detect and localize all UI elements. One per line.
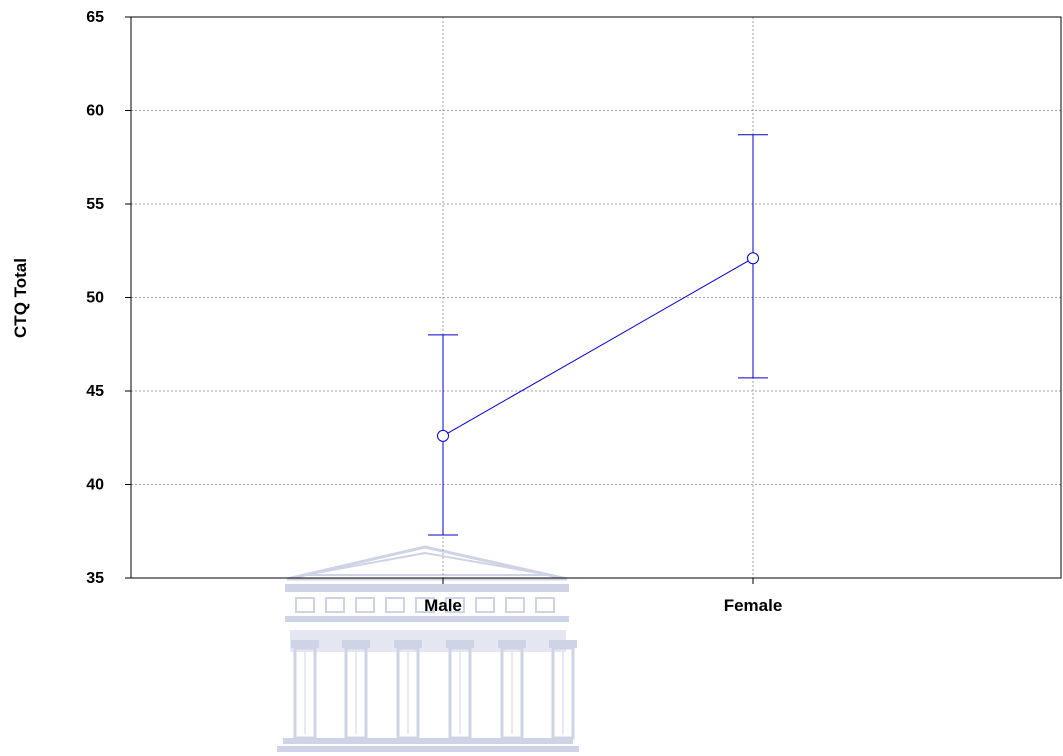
y-tick-label: 65: [86, 9, 104, 26]
y-tick-label: 40: [86, 477, 104, 494]
y-tick-label: 55: [86, 196, 104, 213]
x-tick-label: Female: [724, 596, 783, 615]
y-tick-label: 45: [86, 383, 104, 400]
mean-marker: [747, 252, 759, 265]
y-axis-label: CTQ Total: [11, 258, 30, 338]
watermark-column-capital: [342, 640, 370, 648]
watermark-pediment-inner: [304, 551, 551, 576]
watermark-base: [283, 738, 573, 744]
watermark-frieze-block: [505, 597, 525, 613]
x-axis-ticks: Male Female: [424, 578, 782, 615]
grid: [131, 17, 1061, 578]
watermark-pediment: [286, 545, 568, 581]
y-tick-label: 35: [86, 570, 104, 587]
series-line: [442, 257, 754, 437]
watermark-frieze-block: [325, 597, 345, 613]
watermark-column-capital: [446, 640, 474, 648]
data-marks: [428, 134, 768, 536]
mean-marker: [437, 429, 449, 442]
x-tick-label: Male: [424, 596, 462, 615]
watermark-column-capital: [498, 640, 526, 648]
watermark-cornice: [285, 584, 569, 592]
watermark-frieze-block: [415, 597, 435, 613]
watermark-step: [277, 746, 579, 752]
watermark-frieze-block: [475, 597, 495, 613]
watermark-frieze-block: [385, 597, 405, 613]
watermark-column-capital: [291, 640, 319, 648]
watermark-architrave: [285, 616, 569, 622]
watermark-frieze-block: [535, 597, 555, 613]
y-axis-ticks: 35 40 45 50 55 60 65: [86, 9, 131, 587]
watermark-frieze-block: [445, 597, 465, 613]
watermark-column-capital: [549, 640, 577, 648]
watermark-column-capital: [394, 640, 422, 648]
watermark-frieze-block: [295, 597, 315, 613]
university-building-watermark: [277, 545, 579, 752]
y-tick-label: 60: [86, 103, 104, 120]
watermark-frieze-block: [355, 597, 375, 613]
y-tick-label: 50: [86, 290, 104, 307]
